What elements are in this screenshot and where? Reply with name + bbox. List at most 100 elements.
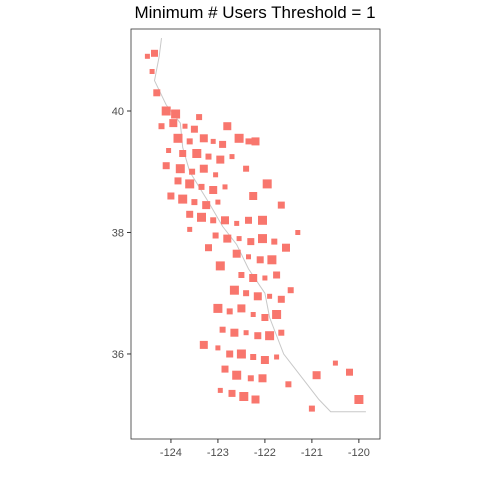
data-point [187, 226, 193, 232]
x-tick-label: -120 [348, 447, 370, 459]
y-tick-label: 36 [112, 349, 124, 361]
data-point [169, 119, 178, 128]
data-point [234, 220, 240, 226]
data-point [243, 165, 250, 172]
data-point [295, 230, 301, 235]
data-point [215, 345, 221, 351]
data-point [332, 360, 338, 366]
data-point [287, 287, 294, 294]
data-point [185, 179, 195, 189]
data-point [267, 293, 273, 299]
data-point [274, 354, 280, 360]
data-point [253, 292, 262, 301]
data-point [202, 201, 211, 210]
y-tick-label: 40 [112, 106, 124, 118]
data-point [234, 133, 244, 143]
chart-title: Minimum # Users Threshold = 1 [134, 3, 375, 22]
x-tick-label: -123 [207, 447, 229, 459]
data-point [178, 194, 188, 204]
data-point [260, 356, 269, 364]
data-point [174, 177, 182, 185]
data-point [210, 138, 216, 144]
data-point [216, 155, 225, 164]
data-point [229, 154, 235, 160]
data-point [191, 199, 198, 206]
data-point [247, 375, 254, 382]
data-point [209, 186, 218, 194]
data-point [190, 125, 198, 133]
data-point [243, 330, 249, 336]
data-point [232, 370, 242, 380]
data-point [312, 371, 321, 380]
data-point [196, 114, 203, 121]
data-point [239, 392, 249, 401]
data-point [273, 271, 281, 279]
data-point [277, 201, 285, 209]
data-point [272, 310, 282, 319]
data-point [249, 192, 258, 200]
data-point [189, 168, 196, 175]
data-point [205, 244, 212, 252]
data-point [256, 256, 264, 264]
data-point [213, 303, 223, 313]
data-point [277, 295, 285, 303]
y-tick-label: 38 [112, 227, 124, 239]
data-point [167, 192, 175, 200]
plot-panel-border [130, 28, 381, 440]
data-point [308, 405, 315, 412]
data-point [237, 304, 246, 313]
data-point [192, 149, 202, 158]
data-point [171, 109, 181, 119]
data-point [267, 255, 277, 265]
data-point [161, 106, 171, 116]
data-point [346, 368, 353, 376]
data-point [226, 350, 234, 358]
data-point [197, 212, 206, 222]
data-point [265, 331, 275, 341]
marks-layer [144, 38, 366, 413]
data-point [243, 290, 250, 297]
data-point [354, 395, 364, 404]
x-tick-label: -122 [254, 447, 276, 459]
data-point [278, 329, 285, 336]
data-point [219, 140, 227, 148]
coast-line [153, 38, 366, 413]
data-point [175, 164, 185, 174]
data-point [179, 150, 187, 157]
x-tick-label: -121 [301, 447, 323, 459]
data-point [217, 387, 223, 393]
data-point [215, 199, 221, 205]
data-point [245, 138, 252, 145]
data-point [199, 134, 208, 143]
data-point [247, 238, 255, 246]
data-point [186, 138, 193, 145]
data-point [258, 234, 267, 244]
axes-layer: -124 -123 -122 -121 -120 36 38 40 [112, 106, 370, 459]
data-point [232, 249, 241, 258]
data-point [261, 314, 269, 321]
data-point [182, 123, 188, 129]
data-point [222, 184, 228, 190]
x-tick-label: -124 [160, 447, 182, 459]
data-point [238, 272, 245, 278]
data-point [149, 69, 155, 74]
data-point [250, 354, 257, 360]
data-point [258, 374, 267, 383]
data-point [199, 340, 208, 349]
data-point [262, 179, 272, 189]
data-point [213, 172, 219, 178]
data-point [250, 312, 256, 317]
data-point [210, 217, 217, 224]
data-point [205, 153, 212, 160]
data-point [271, 238, 278, 245]
data-point [221, 216, 229, 225]
data-point [236, 349, 246, 359]
data-point [258, 215, 267, 225]
data-point [162, 162, 170, 170]
data-point [229, 285, 239, 295]
data-point [254, 332, 262, 340]
data-point [262, 275, 268, 281]
data-point [219, 326, 226, 333]
data-point [285, 381, 292, 388]
